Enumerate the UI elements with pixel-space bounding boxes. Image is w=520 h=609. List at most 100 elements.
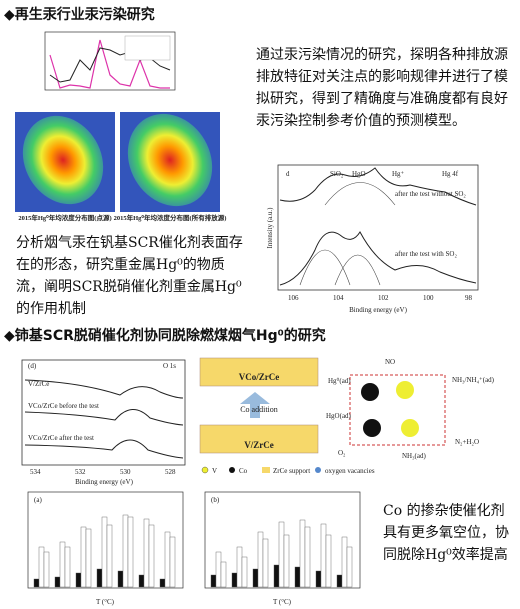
- paragraph: 分析烟气汞在钒基SCR催化剂表面存在的形态，研究重金属Hg⁰的物质流，阐明SCR…: [16, 235, 243, 317]
- heading-text: 铈基SCR脱硝催化剂协同脱除燃煤烟气Hg⁰的研究: [14, 328, 326, 344]
- mechanism-label: HgO(ad): [326, 412, 352, 420]
- bar-shape: [148, 524, 155, 588]
- peak-label: Hg 4f: [442, 170, 459, 178]
- series-label: VCo/ZrCe after the test: [28, 434, 94, 442]
- caption: 2015年Hg⁰年均浓度分布图(所有排放源): [114, 213, 227, 222]
- scheme-label: VCo/ZrCe: [239, 372, 280, 382]
- scheme: VCo/ZrCe Co addition V/ZrCe V Co ZrCe su…: [199, 357, 375, 475]
- peak-label: O 1s: [163, 362, 176, 370]
- bar-shape: [325, 534, 332, 588]
- panel-label: d: [286, 170, 290, 178]
- legend-label: Co: [239, 467, 248, 475]
- bar-shape: [33, 578, 40, 588]
- axis-label: Binding energy (eV): [75, 478, 133, 486]
- bar-shape: [59, 541, 66, 588]
- bar-shape: [54, 576, 61, 588]
- bar-shape: [43, 551, 50, 588]
- bar-shape: [278, 521, 285, 588]
- bar-shape: [320, 523, 327, 588]
- bar-shape: [283, 534, 290, 588]
- legend-label: V: [212, 467, 217, 475]
- tick-label: 100: [423, 294, 434, 302]
- tick-label: 532: [75, 468, 86, 476]
- panel-label: (d): [28, 362, 37, 370]
- bar-shape: [80, 526, 87, 588]
- bar-shape: [336, 574, 343, 588]
- mechanism-label: O₂: [338, 449, 346, 457]
- peak-label: SiO₂: [330, 170, 344, 178]
- series-label: after the test without SO₂: [395, 190, 466, 198]
- xps-chart: d SiO₂ HgO Hg⁺ Hg 4f after the test with…: [266, 164, 479, 314]
- axis-label: Binding energy (eV): [349, 306, 407, 314]
- axis-label: T (°C): [96, 598, 115, 606]
- mechanism-label: NO: [385, 358, 395, 366]
- bar-shape: [346, 546, 353, 588]
- bar-shape: [215, 551, 222, 588]
- series-label: after the test with SO₂: [395, 250, 457, 258]
- axis-label: Intensity (a.u.): [266, 207, 274, 249]
- xps-o1s: (d) O 1s V/ZrCe VCo/ZrCe before the test…: [21, 359, 186, 486]
- bar-shape: [106, 524, 113, 588]
- paragraph: Co 的掺杂使催化剂具有更多氧空位，协同脱除Hg⁰效率提高: [383, 503, 509, 563]
- bar-shape: [236, 546, 243, 588]
- bar-shape: [96, 568, 103, 588]
- bar-shape: [299, 519, 306, 588]
- peak-label: HgO: [352, 170, 366, 178]
- mechanism: NO Hg⁰(ad) HgO(ad) O₂ NH₃(ad) N₂+H₂O NH₃…: [326, 358, 495, 460]
- bar-shape: [169, 536, 176, 588]
- tick-label: 106: [288, 294, 299, 302]
- bar-shape: [127, 516, 134, 588]
- bar-shape: [241, 556, 248, 588]
- line-chart: [44, 31, 176, 91]
- bar-shape: [138, 574, 145, 588]
- axis-label: T (°C): [273, 598, 292, 606]
- tick-label: 534: [30, 468, 41, 476]
- bar-shape: [262, 538, 269, 588]
- legend-label: ZrCe support: [273, 467, 310, 475]
- bar-shape: [304, 526, 311, 588]
- bar-shape: [117, 570, 124, 588]
- peak-label: Hg⁺: [392, 170, 405, 178]
- bar-shape: [122, 514, 129, 588]
- bar-shape: [164, 531, 171, 588]
- bar-shape: [231, 572, 238, 588]
- bar-shape: [75, 572, 82, 588]
- heatmaps: 2015年Hg⁰年均浓度分布图(点源) 2015年Hg⁰年均浓度分布图(所有排放…: [15, 112, 227, 222]
- mechanism-label: N₂+H₂O: [455, 438, 479, 446]
- bar-charts: (a) (b) T (°C) T (°C): [27, 491, 361, 606]
- tick-label: 98: [465, 294, 473, 302]
- legend-label: oxygen vacancies: [325, 467, 375, 475]
- paragraph: 通过汞污染情况的研究，探明各种排放源排放特征对关注点的影响规律并进行了模拟研究，…: [256, 47, 508, 129]
- heading: ◆铈基SCR脱硝催化剂协同脱除燃煤烟气Hg⁰的研究: [4, 328, 326, 344]
- panel-label: (b): [211, 496, 220, 504]
- heading-text: 再生汞行业汞污染研究: [14, 7, 155, 23]
- series-label: VCo/ZrCe before the test: [28, 402, 99, 410]
- bar-shape: [315, 570, 322, 588]
- bar-shape: [257, 531, 264, 588]
- bar-shape: [341, 536, 348, 588]
- tick-label: 102: [378, 294, 389, 302]
- bar-shape: [85, 528, 92, 588]
- caption: 2015年Hg⁰年均浓度分布图(点源): [18, 213, 111, 222]
- tick-label: 104: [333, 294, 344, 302]
- tick-label: 530: [120, 468, 131, 476]
- bar-shape: [252, 568, 259, 588]
- bar-shape: [64, 546, 71, 588]
- series-label: V/ZrCe: [28, 380, 49, 388]
- mechanism-label: NH₃(ad): [402, 452, 426, 460]
- scheme-label: Co addition: [240, 405, 278, 414]
- heading: ◆再生汞行业汞污染研究: [4, 7, 155, 23]
- tick-label: 528: [165, 468, 176, 476]
- bar-shape: [159, 578, 166, 588]
- bar-shape: [210, 574, 217, 588]
- panel-label: (a): [34, 496, 42, 504]
- bar-shape: [143, 518, 150, 588]
- bar-shape: [273, 564, 280, 588]
- bar-shape: [101, 516, 108, 588]
- bar-shape: [38, 546, 45, 588]
- mechanism-label: Hg⁰(ad): [328, 377, 351, 385]
- scheme-label: V/ZrCe: [244, 440, 274, 450]
- mechanism-label: NH₃/NH₄⁺(ad): [452, 376, 495, 384]
